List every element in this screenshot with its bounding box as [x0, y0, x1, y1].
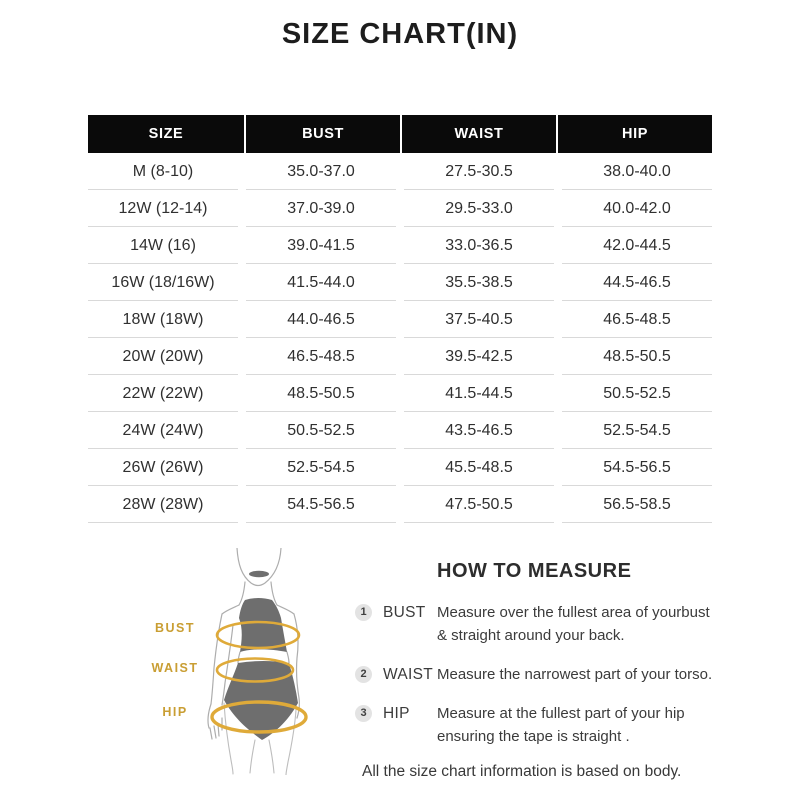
- table-cell: 33.0-36.5: [404, 227, 554, 264]
- measure-item: 2 WAIST Measure the narrowest part of your…: [355, 663, 791, 686]
- table-cell: 56.5-58.5: [562, 486, 712, 523]
- table-cell: 54.5-56.5: [562, 449, 712, 486]
- size-chart-title: SIZE CHART(IN): [281, 18, 519, 50]
- table-cell: 16W (18/16W): [88, 264, 238, 301]
- table-header-cell: SIZE: [148, 126, 184, 142]
- bust-label: BUST: [154, 621, 196, 635]
- table-cell: 54.5-56.5: [246, 486, 396, 523]
- measure-item: 1 BUST Measure over the fullest area of yo…: [355, 601, 791, 647]
- table-cell: 37.0-39.0: [246, 190, 396, 227]
- table-cell: 24W (24W): [88, 412, 238, 449]
- step-number-badge: 2: [355, 666, 372, 683]
- table-cell: 50.5-52.5: [562, 375, 712, 412]
- table-cell: 35.5-38.5: [404, 264, 554, 301]
- table-cell: 42.0-44.5: [562, 227, 712, 264]
- measure-list: 1 BUST Measure over the fullest area of yo…: [355, 601, 791, 764]
- table-cell: 28W (28W): [88, 486, 238, 523]
- measure-item-label: BUST: [383, 604, 426, 621]
- measure-item-text: Measure the narrowest part of your torso…: [437, 666, 713, 683]
- table-cell: 44.5-46.5: [562, 264, 712, 301]
- table-row: 14W (16) 39.0-41.5 33.0-36.5 42.0-44.5: [88, 227, 712, 264]
- table-row: 28W (28W) 54.5-56.5 47.5-50.5 56.5-58.5: [88, 486, 712, 523]
- table-cell: 41.5-44.5: [404, 375, 554, 412]
- table-cell: 46.5-48.5: [246, 338, 396, 375]
- measuring-tapes: [210, 620, 308, 734]
- table-row: 24W (24W) 50.5-52.5 43.5-46.5 52.5-54.5: [88, 412, 712, 449]
- table-cell: 43.5-46.5: [404, 412, 554, 449]
- table-row: 26W (26W) 52.5-54.5 45.5-48.5 54.5-56.5: [88, 449, 712, 486]
- table-row: 20W (20W) 46.5-48.5 39.5-42.5 48.5-50.5: [88, 338, 712, 375]
- table-row: 22W (22W) 48.5-50.5 41.5-44.5 50.5-52.5: [88, 375, 712, 412]
- lips-shape: [249, 570, 269, 578]
- measure-item: 3 HIP Measure at the fullest part of your …: [355, 702, 791, 748]
- table-cell: 50.5-52.5: [246, 412, 396, 449]
- table-cell: 48.5-50.5: [246, 375, 396, 412]
- table-cell: M (8-10): [88, 153, 238, 190]
- table-cell: 48.5-50.5: [562, 338, 712, 375]
- bust-tape-icon: [215, 620, 301, 650]
- table-row: 16W (18/16W) 41.5-44.0 35.5-38.5 44.5-46.5: [88, 264, 712, 301]
- table-cell: 40.0-42.0: [562, 190, 712, 227]
- size-table: SIZE BUST WAIST HIP M (8-10) 35.0-37.0 27.5-3…: [88, 115, 712, 523]
- table-cell: 45.5-48.5: [404, 449, 554, 486]
- table-row: 12W (12-14) 37.0-39.0 29.5-33.0 40.0-42.0: [88, 190, 712, 227]
- table-cell: 44.0-46.5: [246, 301, 396, 338]
- hip-label: HIP: [162, 705, 188, 719]
- measure-item-label: WAIST: [383, 666, 434, 683]
- table-cell: 39.0-41.5: [246, 227, 396, 264]
- measure-item-text: Measure at the fullest part of your hip …: [437, 705, 685, 745]
- disclaimer-text: All the size chart information is based …: [362, 763, 682, 780]
- measure-item-label: HIP: [383, 705, 410, 722]
- table-cell: 52.5-54.5: [246, 449, 396, 486]
- table-cell: 14W (16): [88, 227, 238, 264]
- how-to-measure-heading: HOW TO MEASURE: [437, 560, 632, 582]
- waist-tape-icon: [215, 657, 295, 683]
- measure-item-text: Measure over the fullest area of yourbus…: [437, 604, 710, 644]
- table-cell: 26W (26W): [88, 449, 238, 486]
- table-body: M (8-10) 35.0-37.0 27.5-30.5 38.0-40.0 12W (…: [88, 153, 712, 523]
- table-cell: 37.5-40.5: [404, 301, 554, 338]
- table-cell: 39.5-42.5: [404, 338, 554, 375]
- table-cell: 18W (18W): [88, 301, 238, 338]
- table-cell: 20W (20W): [88, 338, 238, 375]
- swimsuit-garment: [224, 570, 298, 740]
- legs-outline: [223, 702, 297, 775]
- table-row: 18W (18W) 44.0-46.5 37.5-40.5 46.5-48.5: [88, 301, 712, 338]
- table-cell: 27.5-30.5: [404, 153, 554, 190]
- table-cell: 29.5-33.0: [404, 190, 554, 227]
- table-cell: 38.0-40.0: [562, 153, 712, 190]
- waist-label: WAIST: [151, 661, 199, 675]
- table-cell: 41.5-44.0: [246, 264, 396, 301]
- step-number-badge: 3: [355, 705, 372, 722]
- table-cell: 46.5-48.5: [562, 301, 712, 338]
- table-cell: 47.5-50.5: [404, 486, 554, 523]
- table-header-cell: HIP: [556, 115, 712, 153]
- measurement-figure-illustration: [207, 548, 308, 775]
- table-cell: 12W (12-14): [88, 190, 238, 227]
- table-cell: 52.5-54.5: [562, 412, 712, 449]
- step-number-badge: 1: [355, 604, 372, 621]
- table-cell: 35.0-37.0: [246, 153, 396, 190]
- table-cell: 22W (22W): [88, 375, 238, 412]
- table-row: M (8-10) 35.0-37.0 27.5-30.5 38.0-40.0: [88, 153, 712, 190]
- hip-tape-icon: [210, 700, 308, 734]
- table-header-cell: WAIST: [400, 115, 556, 153]
- table-header-cell: BUST: [244, 115, 400, 153]
- bikini-top: [239, 598, 287, 652]
- table-header-row: SIZE BUST WAIST HIP: [88, 115, 712, 153]
